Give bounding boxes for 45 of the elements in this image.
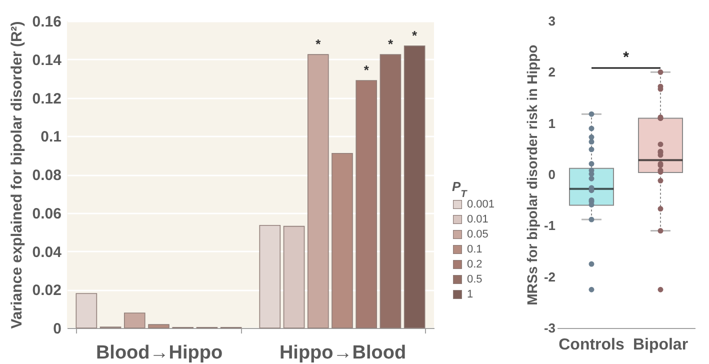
bar [124,312,146,328]
y-tick-label: 1 [548,116,556,131]
bar [283,226,305,328]
y-tick-label: 0.14 [32,52,62,69]
y-axis-title: MRSs for bipolar disorder risk in Hippo [524,44,540,306]
bar [76,293,98,328]
y-axis-title: Variance explained for bipolar disorder (R²) [8,21,26,329]
y-tick-label: -1 [544,218,556,234]
x-tick-label: Hippo→Blood [279,342,406,364]
data-label: * [316,36,322,52]
y-tick-label: 2 [548,64,556,80]
y-tick-label: 3 [548,14,556,28]
legend-label: 0.05 [467,228,488,240]
data-label: * [388,36,394,52]
y-tick-label: -2 [544,269,556,284]
y-tick-label: 0 [548,167,556,182]
annotation: * [623,49,630,66]
legend-title: P$_{T}$ [452,179,468,200]
bar [356,80,378,328]
y-tick-label: 0 [53,320,62,338]
y-tick-label: 0.08 [32,167,62,184]
legend-label: 0.1 [467,244,482,256]
y-tick-label: 0.12 [32,90,62,108]
y-tick-label: 0.1 [40,128,62,146]
x-tick-label: Blood→Hippo [96,342,223,364]
bar [307,54,329,328]
y-tick-label: -3 [544,320,556,336]
y-tick-label: 0.16 [32,14,62,30]
data-label: * [412,28,418,43]
x-tick-label: Bipolar [632,336,688,354]
y-tick-label: 0.06 [32,205,62,222]
bar [404,46,426,328]
legend-label: 0.2 [467,258,482,270]
y-tick-label: 0.04 [32,244,62,261]
bar [148,324,170,328]
legend-label: 0.001 [467,198,495,210]
data-label: * [364,62,370,78]
legend-label: 0.01 [467,214,488,226]
x-tick-label: Controls [558,336,624,354]
bar [380,54,402,328]
y-tick-label: 0.02 [32,282,62,300]
bar [332,152,353,328]
legend-label: 1 [467,288,474,300]
legend-label: 0.5 [467,274,482,286]
bar [259,224,281,328]
